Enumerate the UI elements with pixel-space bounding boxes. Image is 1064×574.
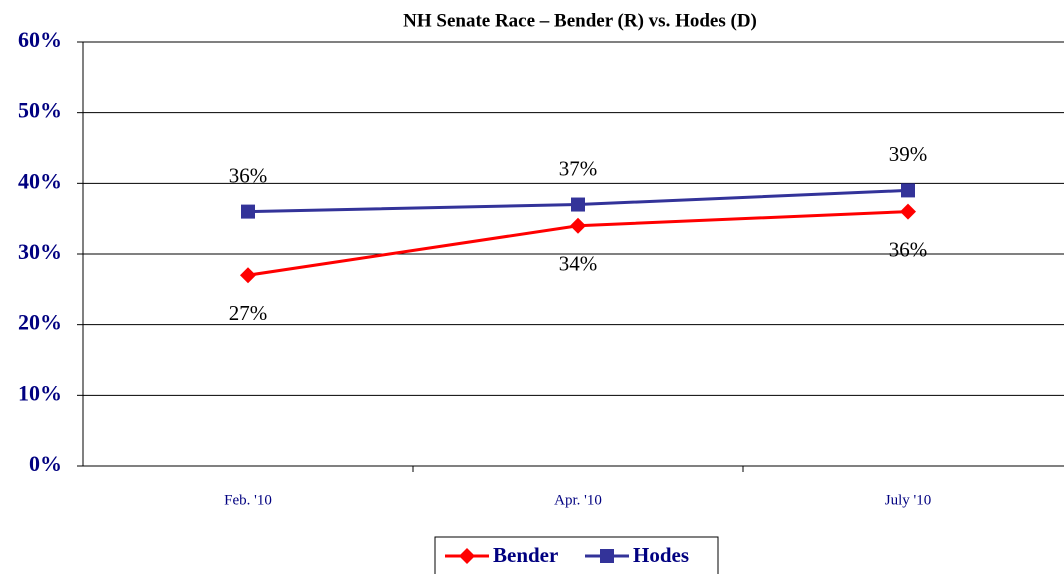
point (571, 197, 585, 212)
y-tick-label: 20% (18, 310, 62, 335)
data-label: 39% (889, 142, 928, 166)
point (900, 203, 916, 220)
point (240, 267, 256, 284)
point (901, 183, 915, 198)
data-label: 36% (889, 237, 928, 261)
legend-marker (459, 548, 475, 564)
y-tick-label: 40% (18, 168, 62, 193)
x-tick-label: July '10 (885, 492, 931, 508)
x-tick-label: Feb. '10 (224, 492, 272, 508)
data-label: 36% (229, 163, 268, 187)
y-tick-label: 30% (18, 239, 62, 264)
y-tick-label: 50% (18, 98, 62, 123)
chart-title: NH Senate Race – Bender (R) vs. Hodes (D… (403, 10, 757, 31)
data-label: 27% (229, 301, 268, 325)
data-label: 37% (559, 156, 598, 180)
data-label: 34% (559, 252, 598, 276)
legend-label: Hodes (633, 543, 689, 567)
legend-marker (600, 549, 614, 563)
y-tick-label: 60% (18, 27, 62, 52)
point (570, 217, 586, 234)
point (241, 204, 255, 219)
legend-label: Bender (493, 543, 558, 567)
y-tick-label: 0% (29, 451, 62, 476)
y-tick-label: 10% (18, 380, 62, 405)
x-tick-label: Apr. '10 (554, 492, 602, 508)
